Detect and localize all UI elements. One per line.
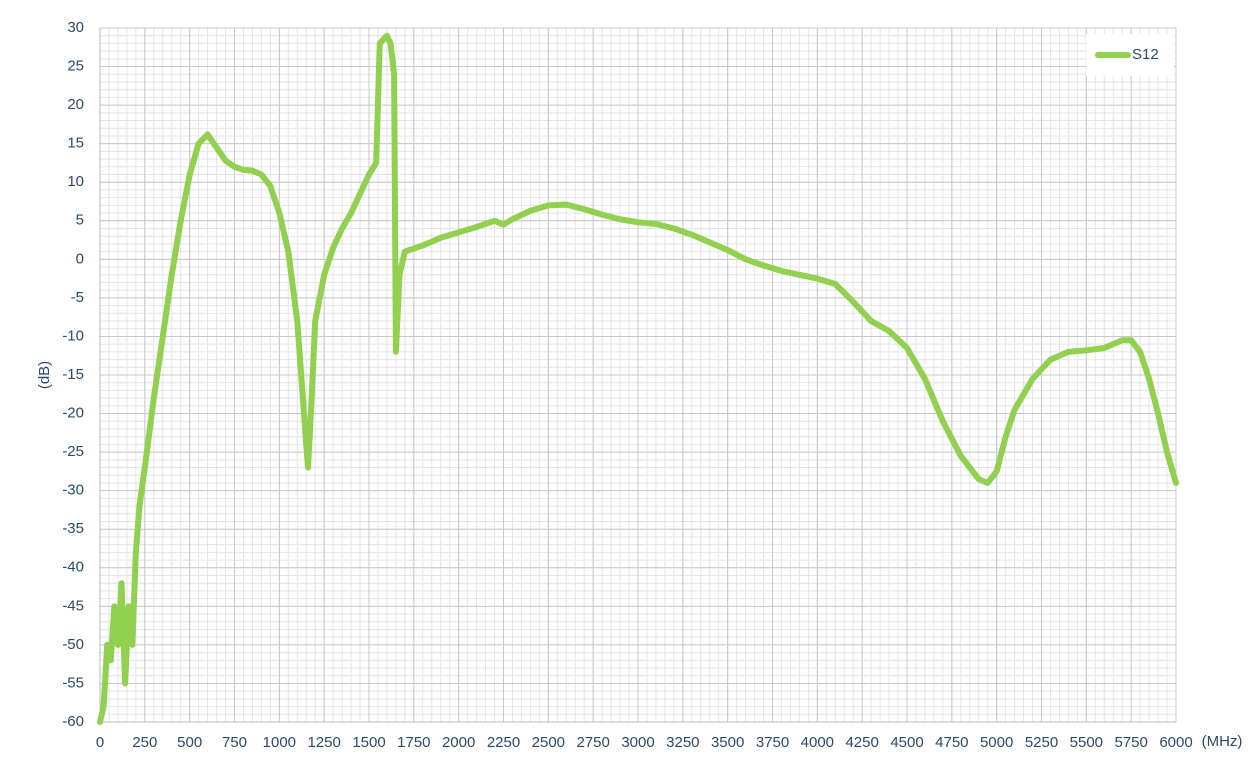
x-tick-label: 4000 [801, 734, 834, 751]
y-tick-label: -10 [62, 327, 84, 344]
x-tick-label: 5500 [1070, 734, 1103, 751]
x-tick-label: 3000 [621, 734, 654, 751]
x-tick-label: 2500 [532, 734, 565, 751]
y-tick-label: 5 [76, 212, 84, 229]
x-tick-label: 1000 [263, 734, 296, 751]
y-axis-label: (dB) [36, 361, 53, 389]
y-tick-label: 15 [67, 135, 84, 152]
y-tick-label: -35 [62, 520, 84, 537]
x-tick-label: 1250 [307, 734, 340, 751]
x-tick-label: 4250 [845, 734, 878, 751]
series-line [97, 32, 1179, 725]
y-tick-label: 10 [67, 173, 84, 190]
x-tick-label: 5000 [980, 734, 1013, 751]
x-tick-label: 1750 [397, 734, 430, 751]
y-tick-label: 25 [67, 58, 84, 75]
x-tick-label: 250 [132, 734, 157, 751]
x-tick-label: 2000 [442, 734, 475, 751]
x-tick-label: 4750 [935, 734, 968, 751]
y-tick-label: -20 [62, 405, 84, 422]
x-tick-label: 2250 [487, 734, 520, 751]
x-tick-label: 500 [177, 734, 202, 751]
legend-label: S12 [1132, 46, 1159, 63]
y-tick-label: 30 [67, 19, 84, 36]
x-tick-label: 0 [96, 734, 104, 751]
y-tick-label: -60 [62, 713, 84, 730]
y-tick-label: -55 [62, 674, 84, 691]
x-tick-label: 3500 [711, 734, 744, 751]
y-tick-label: -30 [62, 482, 84, 499]
y-tick-label: -40 [62, 559, 84, 576]
x-tick-label: 5250 [1025, 734, 1058, 751]
x-tick-label: 1500 [352, 734, 385, 751]
y-tick-label: 20 [67, 96, 84, 113]
x-tick-label: 3750 [756, 734, 789, 751]
y-tick-label: -25 [62, 443, 84, 460]
grid [99, 27, 1177, 723]
y-tick-label: -45 [62, 597, 84, 614]
x-tick-label: 6000 [1159, 734, 1192, 751]
x-tick-label: 5750 [1114, 734, 1147, 751]
y-tick-label: -5 [71, 289, 84, 306]
x-axis-label: (MHz) [1202, 733, 1243, 750]
y-tick-label: 0 [76, 250, 84, 267]
x-tick-label: 2750 [576, 734, 609, 751]
x-tick-label: 4500 [890, 734, 923, 751]
y-tick-label: -50 [62, 636, 84, 653]
x-tick-label: 3250 [666, 734, 699, 751]
y-tick-label: -15 [62, 366, 84, 383]
x-tick-label: 750 [222, 734, 247, 751]
